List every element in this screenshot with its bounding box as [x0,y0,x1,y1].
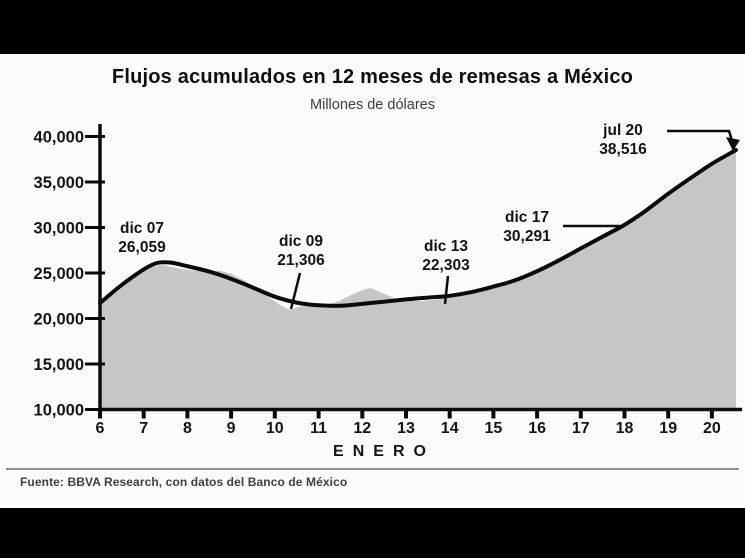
x-axis-tick-label: 15 [485,420,503,437]
annotation-dic07: dic 07 26,059 [94,219,190,257]
y-axis-tick-label: 30,000 [34,220,84,238]
annotation-dic13-value: 22,303 [422,257,470,274]
annotation-dic09: dic 09 21,306 [253,232,349,270]
plot-area: 40,000 35,000 30,000 25,000 20,000 15,000 10,0… [34,124,742,437]
x-axis-tick-label: 7 [139,420,148,437]
x-axis-tick-label: 10 [266,420,284,437]
y-axis-tick-label: 10,000 [34,402,84,420]
y-axis-tick-label: 25,000 [34,265,84,283]
footer-divider [6,468,739,470]
bottom-letterbox-bar [0,508,745,558]
annotation-dic07-label: dic 07 [120,220,164,237]
annotation-dic09-label: dic 09 [279,233,323,250]
y-axis-tick-label: 35,000 [34,174,84,192]
x-axis-tick-label: 16 [528,420,546,437]
x-axis-tick-label: 17 [572,420,590,437]
dic09-pointer-line [289,272,302,310]
remittances-area [100,150,736,410]
annotation-pointers [289,129,740,310]
annotation-dic17-value: 30,291 [503,228,551,245]
chart-subtitle: Millones de dólares [310,97,435,113]
annotation-dic09-value: 21,306 [277,252,325,269]
jul20-arrowhead [726,137,740,151]
annotation-dic07-value: 26,059 [118,239,166,256]
annotation-dic17-label: dic 17 [505,209,549,226]
x-axis-tick-label: 12 [353,420,371,437]
annotation-jul20-label: jul 20 [603,122,643,139]
x-axis-tick-label: 11 [310,420,327,437]
annotation-dic17: dic 17 30,291 [479,208,575,246]
top-letterbox-bar [0,0,745,54]
jul20-arrow-line [667,129,734,143]
generated-chart-layers: 40,000 35,000 30,000 25,000 20,000 15,000 10,0… [34,124,742,437]
annotation-jul20-value: 38,516 [599,141,647,158]
annotation-dic13-label: dic 13 [424,238,468,255]
x-axis-tick-label: 8 [183,420,192,437]
dic13-pointer-line [443,275,450,305]
annotation-jul20: jul 20 38,516 [575,121,671,159]
remittances-trend-line [98,148,738,308]
x-axis-tick-label: 20 [703,420,721,437]
source-note: Fuente: BBVA Research, con datos del Ban… [20,475,348,489]
chart-figure: 40,000 35,000 30,000 25,000 20,000 15,000 10,0… [0,54,745,508]
y-axis-tick-label: 40,000 [34,129,84,147]
x-axis-tick-label: 18 [616,420,634,437]
chart-title: Flujos acumulados en 12 meses de remesas… [111,66,634,88]
x-axis-tick-label: 6 [96,420,105,437]
x-axis-tick-label: 14 [441,420,459,437]
x-axis-tick-label: 9 [227,420,236,437]
y-axis-tick-label: 15,000 [34,356,84,374]
x-axis-tick-label: 19 [659,420,677,437]
x-axis-title: ENERO [333,443,435,460]
annotation-dic13: dic 13 22,303 [398,237,494,275]
y-axis-tick-label: 20,000 [34,311,84,329]
x-axis-tick-label: 13 [397,420,415,437]
